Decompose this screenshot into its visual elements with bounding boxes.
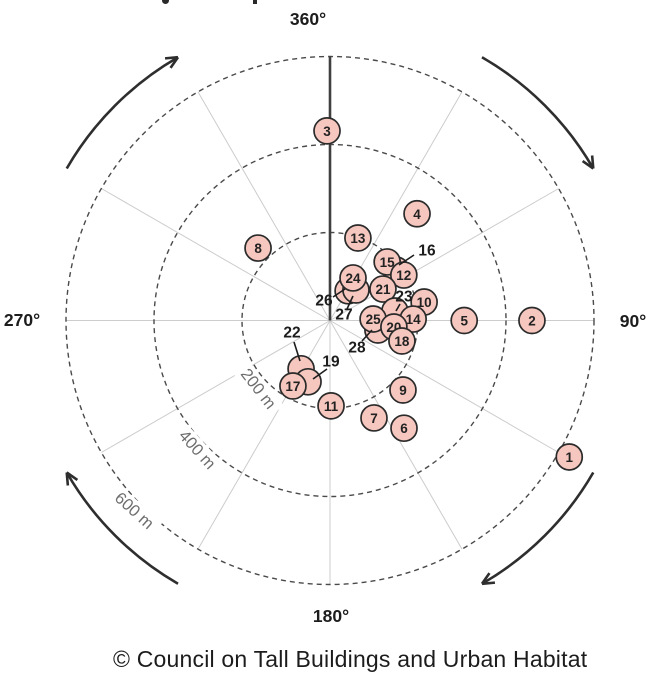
point-7 — [360, 404, 388, 432]
grid-spoke — [197, 91, 331, 321]
rotation-arrowhead — [590, 155, 595, 169]
point-11 — [317, 392, 345, 420]
callout-label-26: 26 — [315, 293, 333, 310]
callout-label-19: 19 — [322, 354, 340, 371]
callout-leader-19 — [312, 368, 328, 380]
point-number-11: 11 — [324, 399, 339, 414]
grid-spoke — [101, 320, 331, 453]
callout-label-16: 16 — [418, 243, 436, 260]
callout-leader-22 — [293, 341, 301, 362]
point-number-10: 10 — [417, 295, 432, 310]
point-4 — [403, 199, 431, 228]
callout-label-28: 28 — [348, 340, 366, 357]
ring-label: 200 m — [237, 365, 279, 412]
ring-label-group: 600 m — [105, 484, 163, 538]
callout-leader-16 — [398, 254, 415, 266]
rotation-arrowhead — [480, 572, 491, 585]
point-number-9: 9 — [399, 383, 407, 398]
angle-label: 90° — [620, 311, 646, 331]
point-number-13: 13 — [350, 231, 366, 246]
ring-label-mask — [170, 421, 224, 479]
angle-label: 270° — [4, 310, 40, 330]
point-number-12: 12 — [396, 268, 411, 283]
grid-spoke — [329, 188, 559, 321]
point-17 — [279, 372, 307, 400]
rotation-arrowhead — [164, 55, 179, 60]
point-5 — [450, 306, 479, 335]
ring-label-group: 200 m — [232, 359, 284, 419]
point-number-8: 8 — [254, 241, 262, 256]
rotation-arrow-arc — [481, 56, 595, 170]
callout-label-22: 22 — [283, 325, 300, 342]
callout-leader-23 — [395, 303, 401, 312]
ring-label: 600 m — [111, 489, 157, 533]
point-number-18: 18 — [394, 334, 410, 349]
point-number-24: 24 — [346, 271, 362, 286]
point-number-17: 17 — [285, 379, 300, 394]
point-number-6: 6 — [400, 421, 408, 436]
point-number-25: 25 — [366, 312, 382, 327]
rotation-arrowhead — [481, 581, 496, 586]
callout-leader-28 — [361, 329, 373, 342]
point-number-4: 4 — [413, 207, 421, 222]
cropped-title-fragment-1 — [162, 0, 169, 4]
rotation-arrowhead — [581, 159, 595, 170]
angle-label: 180° — [313, 606, 349, 626]
ring-label-mask — [105, 484, 163, 538]
rotation-arrowhead — [169, 56, 180, 69]
rotation-arrowhead — [65, 471, 79, 482]
point-number-5: 5 — [460, 314, 468, 329]
ring-label: 400 m — [175, 427, 219, 473]
callout-label-23: 23 — [395, 289, 413, 306]
rotation-arrow-arc — [65, 56, 179, 170]
point-18 — [388, 327, 416, 355]
ring-label-mask — [232, 359, 284, 419]
point-1 — [555, 443, 584, 471]
point-13 — [344, 224, 372, 252]
rotation-arrow-arc — [65, 471, 179, 585]
point-number-15: 15 — [380, 255, 396, 270]
point-8 — [244, 234, 272, 262]
rotation-arrowhead — [65, 472, 70, 486]
point-24 — [339, 264, 367, 292]
ring-label-group: 400 m — [170, 421, 224, 479]
rotation-arrow-arc — [481, 471, 595, 585]
point-number-3: 3 — [323, 124, 331, 139]
point-21 — [369, 275, 397, 303]
grid-spoke — [197, 320, 331, 550]
point-number-7: 7 — [370, 411, 378, 426]
point-2 — [518, 306, 546, 335]
callout-leader-26 — [332, 288, 346, 298]
grid-spoke — [101, 188, 331, 321]
point-number-2: 2 — [528, 314, 536, 329]
point-number-21: 21 — [375, 282, 391, 297]
point-number-1: 1 — [565, 450, 573, 465]
callout-leader-27 — [346, 295, 354, 310]
cropped-title-fragment-2 — [253, 0, 257, 4]
copyright-attribution: © Council on Tall Buildings and Urban Ha… — [113, 646, 588, 672]
point-9 — [389, 376, 417, 404]
point-number-14: 14 — [406, 312, 422, 327]
angle-label: 360° — [290, 9, 326, 29]
point-6 — [390, 414, 418, 443]
grid-spoke — [329, 320, 559, 453]
callout-label-27: 27 — [335, 307, 352, 324]
point-3 — [313, 117, 341, 145]
